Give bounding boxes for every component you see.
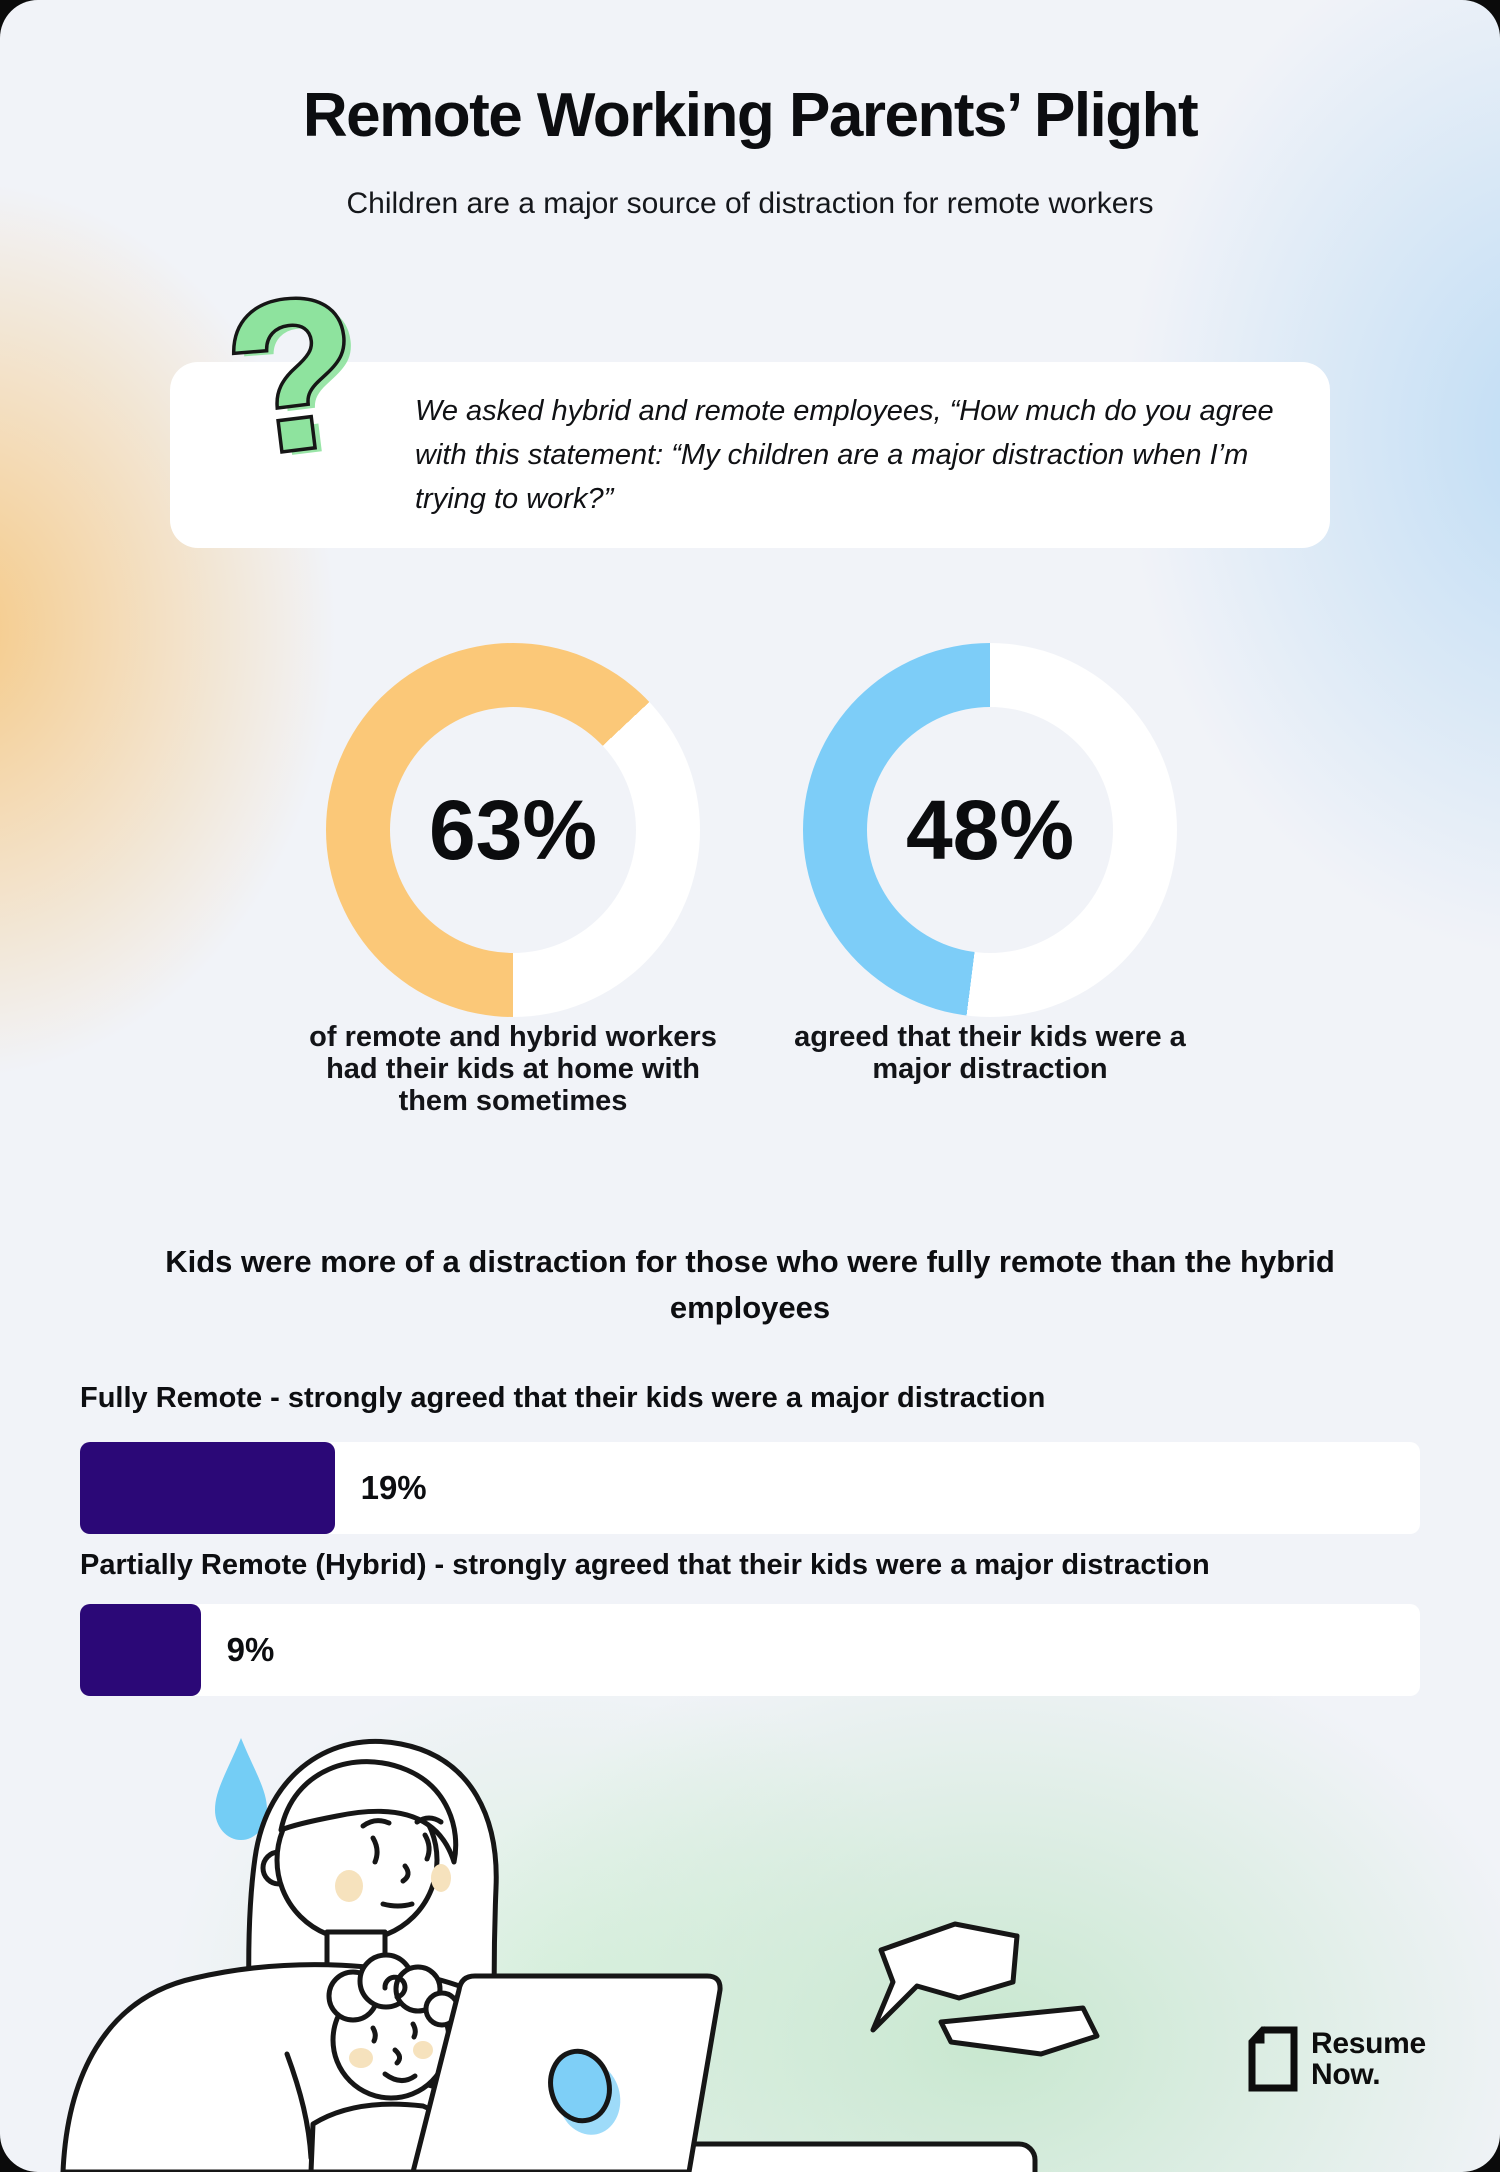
mother-eye <box>422 1832 432 1862</box>
bar-value-hybrid: 9% <box>226 1631 275 1668</box>
parent-child-laptop-illustration <box>60 1738 1100 2172</box>
child-hair-curl-line <box>382 1974 408 2000</box>
question-quote-card: We asked hybrid and remote employees, “H… <box>170 362 1330 548</box>
donut-value-orange: 63% <box>428 782 598 877</box>
speech-bubble-icon <box>870 1921 1020 2033</box>
bar-track: 9% <box>80 1604 1420 1696</box>
mother-eye <box>370 1835 380 1865</box>
brand-name-line1: Resume <box>1311 2027 1426 2060</box>
donut-chart-blue: 48% <box>803 643 1177 1017</box>
brand-name: Resume Now. <box>1311 2028 1426 2090</box>
child-blush <box>349 2048 373 2068</box>
question-mark-glyph: ? <box>220 282 372 500</box>
donut-chart-orange: 63% <box>326 643 700 1017</box>
speech-bubble-icon <box>938 2005 1100 2057</box>
sweat-drop-icon <box>215 1738 267 1840</box>
donut-hole: 63% <box>390 707 636 953</box>
bar-track: 19% <box>80 1442 1420 1534</box>
section-heading: Kids were more of a distraction for thos… <box>165 1244 1335 1325</box>
mother-eyebrow <box>414 1815 444 1825</box>
mother-blush <box>335 1870 363 1902</box>
child-blush <box>413 2041 433 2059</box>
donut-hole: 48% <box>867 707 1113 953</box>
bar-value-fully-remote: 19% <box>360 1469 427 1506</box>
page-subtitle: Children are a major source of distracti… <box>346 187 1154 220</box>
brand-logo: Resume Now. <box>1248 2026 1426 2092</box>
child-smile <box>382 2071 418 2083</box>
mother-nose <box>400 1863 411 1884</box>
donut-label-orange: of remote and hybrid workers had their k… <box>309 1021 717 1117</box>
child-nose <box>392 2047 403 2066</box>
question-quote-text: We asked hybrid and remote employees, “H… <box>415 395 1274 515</box>
question-mark-icon: ? ? <box>220 282 372 504</box>
mother-eyebrow <box>360 1818 392 1829</box>
bar-label-hybrid: Partially Remote (Hybrid) - strongly agr… <box>80 1549 1210 1581</box>
bar-fill-fully-remote <box>80 1442 335 1534</box>
laptop-logo <box>548 2048 612 2124</box>
child-eye <box>410 2021 418 2040</box>
mother-blush <box>431 1864 451 1892</box>
page-title: Remote Working Parents’ Plight <box>302 81 1199 150</box>
brand-name-line2: Now. <box>1311 2058 1381 2091</box>
svg-text:?: ? <box>224 282 372 504</box>
bar-label-fully-remote: Fully Remote - strongly agreed that thei… <box>80 1382 1046 1414</box>
donut-label-blue: agreed that their kids were a major dist… <box>794 1021 1186 1085</box>
child-eye <box>370 2025 378 2044</box>
bar-fill-hybrid <box>80 1604 201 1696</box>
mother-mouth <box>380 1901 415 1909</box>
mother-fringe <box>278 1759 459 1865</box>
donut-value-blue: 48% <box>905 782 1075 877</box>
document-icon <box>1248 2026 1298 2092</box>
